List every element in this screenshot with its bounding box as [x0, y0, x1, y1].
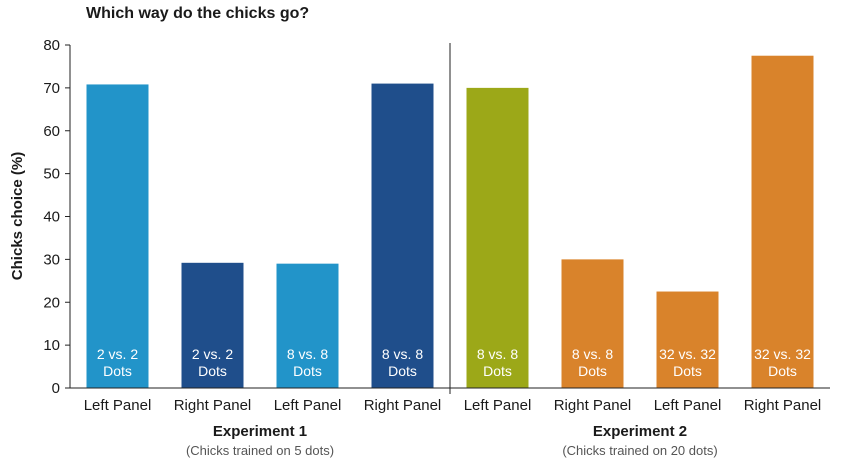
y-tick-label: 40 [43, 209, 60, 226]
x-tick-label: Right Panel [744, 397, 822, 414]
bar [751, 55, 814, 388]
x-tick-label: Right Panel [174, 397, 252, 414]
x-tick-label: Right Panel [364, 397, 442, 414]
y-tick-label: 10 [43, 337, 60, 354]
x-tick-label: Right Panel [554, 397, 632, 414]
bar-label: 32 vs. 32 [659, 346, 716, 362]
bar-label: Dots [198, 363, 227, 379]
bar-label: Dots [388, 363, 417, 379]
bar [276, 263, 339, 388]
bar-label: Dots [768, 363, 797, 379]
bar-label: 32 vs. 32 [754, 346, 811, 362]
y-tick-label: 50 [43, 166, 60, 183]
bar-label: Dots [673, 363, 702, 379]
bar-label: Dots [483, 363, 512, 379]
group-labels: Experiment 1 (Chicks trained on 5 dots) Ex… [186, 43, 718, 458]
bar-label: Dots [103, 363, 132, 379]
bar-label: Dots [578, 363, 607, 379]
bar [561, 259, 624, 388]
y-axis-label: Chicks choice (%) [9, 152, 26, 280]
bar [371, 83, 434, 389]
bar-label: 8 vs. 8 [382, 346, 423, 362]
bar-label: 8 vs. 8 [477, 346, 518, 362]
y-tick-label: 30 [43, 251, 60, 268]
y-axis: 0 10 20 30 40 50 60 70 80 [43, 37, 71, 397]
y-tick-label: 80 [43, 37, 60, 54]
x-tick-label: Left Panel [84, 397, 152, 414]
x-tick-label: Left Panel [464, 397, 532, 414]
bar [86, 84, 149, 388]
group-title: Experiment 2 [593, 423, 687, 440]
bar-label: 8 vs. 8 [287, 346, 328, 362]
bar-label: Dots [293, 363, 322, 379]
bar-label: 8 vs. 8 [572, 346, 613, 362]
bar-label: 2 vs. 2 [192, 346, 233, 362]
chart-title: Which way do the chicks go? [86, 5, 309, 22]
y-tick-label: 20 [43, 294, 60, 311]
group-subtitle: (Chicks trained on 5 dots) [186, 443, 334, 458]
y-tick-label: 60 [43, 123, 60, 140]
bar [656, 291, 719, 388]
bar [466, 87, 529, 388]
group-subtitle: (Chicks trained on 20 dots) [562, 443, 717, 458]
x-tick-label: Left Panel [274, 397, 342, 414]
y-tick-label: 70 [43, 80, 60, 97]
group-title: Experiment 1 [213, 423, 307, 440]
x-tick-label: Left Panel [654, 397, 722, 414]
bar-label: 2 vs. 2 [97, 346, 138, 362]
y-tick-label: 0 [52, 380, 60, 397]
bar [181, 262, 244, 388]
